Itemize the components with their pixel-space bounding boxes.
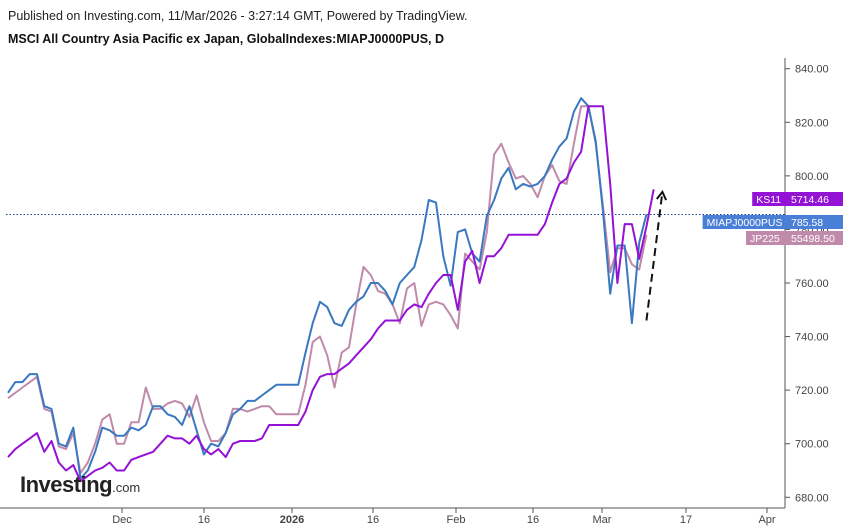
series-last-labels: MIAPJ0000PUS 785.58 KS11 5714.46 JP225 55498.… [702,192,843,245]
series-name-box [702,215,785,229]
annotations [645,190,668,321]
y-tick-label: 700.00 [795,439,829,451]
x-tick-label: 16 [367,514,379,526]
chart-symbol-title: MSCI All Country Asia Pacific ex Japan, … [8,32,445,46]
y-tick-label: 720.00 [795,385,829,397]
y-tick-label: 800.00 [795,171,829,183]
series-value-box [785,231,843,245]
series-line-miapj0000pus [7,97,648,480]
investing-logo: Investing.com [20,472,141,497]
series-value-label: 55498.50 [791,233,835,245]
x-tick-label: 16 [198,514,210,526]
x-tick-label: 17 [680,514,692,526]
series-value-box [785,192,843,206]
x-tick-label: 2026 [280,514,304,526]
x-axis-ticks: Dec 16 2026 16 Feb 16 Mar 17 Apr [112,508,776,526]
series-name-box [752,192,785,206]
series-line-ks11 [7,105,655,483]
series-name-label: JP225 [750,233,780,245]
y-tick-label: 820.00 [795,117,829,129]
y-tick-label: 740.00 [795,332,829,344]
x-tick-label: Mar [593,514,612,526]
x-tick-label: Apr [758,514,775,526]
y-axis-ticks: 840.00820.00800.00780.00760.00740.00720.… [785,64,829,504]
x-tick-label: 16 [527,514,539,526]
published-info: Published on Investing.com, 11/Mar/2026 … [8,9,468,23]
series-name-box [746,231,785,245]
series-lines [7,97,655,483]
series-value-label: 785.58 [791,217,823,229]
y-tick-label: 760.00 [795,278,829,290]
series-name-label: MIAPJ0000PUS [707,217,783,229]
x-tick-label: Feb [447,514,466,526]
dashed-arrow-shaft [645,191,664,321]
y-tick-label: 840.00 [795,64,829,76]
dashed-arrow-head [656,190,668,201]
series-value-label: 5714.46 [791,194,829,206]
x-tick-label: Dec [112,514,132,526]
series-name-label: KS11 [756,194,781,206]
y-tick-label: 680.00 [795,492,829,504]
series-value-box [785,215,843,229]
